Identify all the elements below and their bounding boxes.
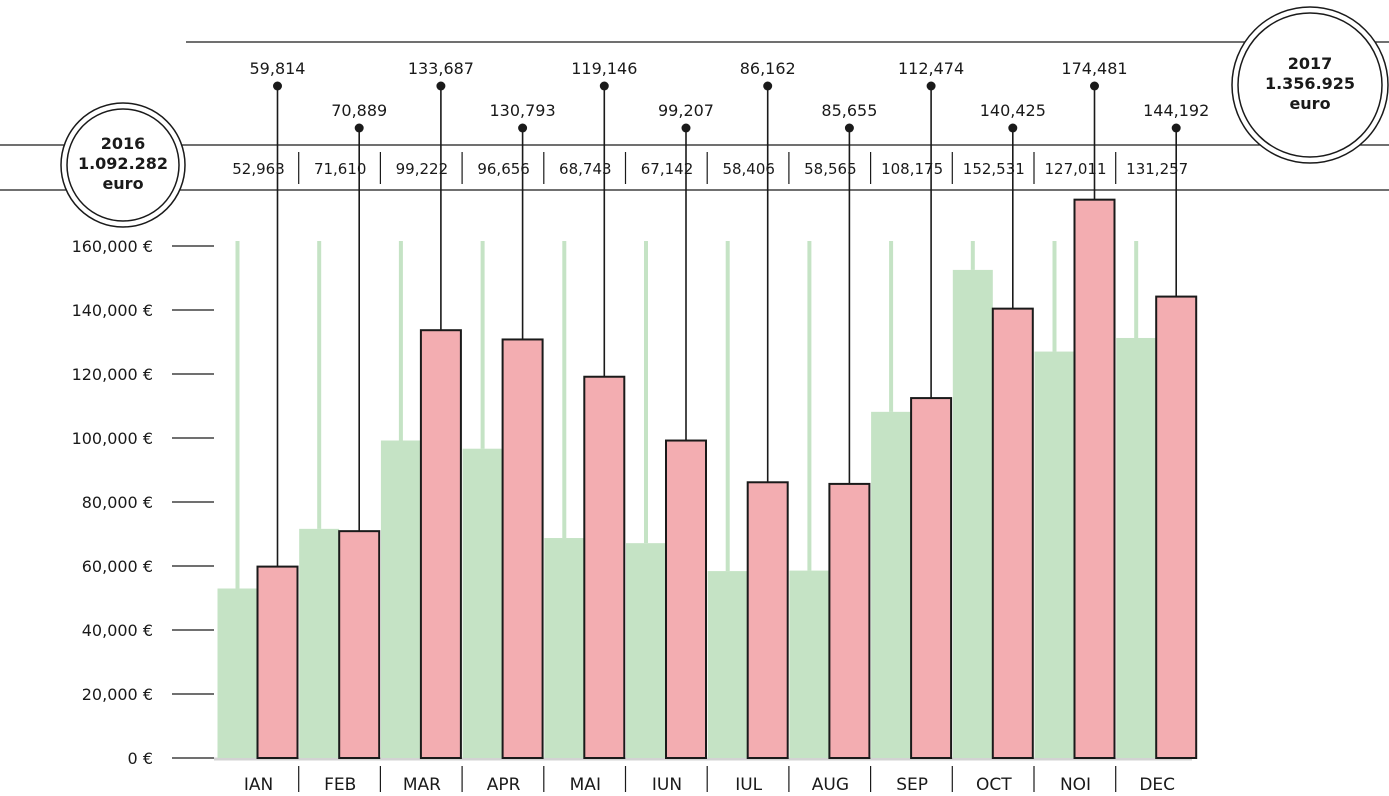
y-tick-label: 80,000 € (82, 493, 153, 512)
bar-2016 (626, 543, 666, 758)
bar-2016 (217, 588, 258, 758)
data-label-2016: 152,531 (963, 160, 1025, 178)
data-label-2017: 70,889 (331, 101, 387, 120)
data-label-2017: 140,425 (980, 101, 1046, 120)
total-badge-2017-unit: euro (1289, 94, 1330, 113)
data-label-2017: 133,687 (408, 59, 474, 78)
total-badge-2017-year: 2017 (1288, 54, 1333, 73)
data-label-2017: 86,162 (740, 59, 796, 78)
data-label-2016: 99,222 (396, 160, 449, 178)
x-tick-label: IUN (652, 775, 682, 795)
total-badge-2017-amount: 1.356.925 (1265, 74, 1355, 93)
x-tick-label: FEB (324, 775, 356, 795)
leader-dot-2017 (1171, 123, 1181, 133)
leader-dot-2017 (436, 81, 446, 91)
leader-dot-2017 (926, 81, 936, 91)
leader-dot-2017 (763, 81, 773, 91)
bar-2017 (583, 375, 626, 759)
data-label-2017: 174,481 (1061, 59, 1127, 78)
y-tick-label: 20,000 € (82, 685, 153, 704)
total-badge-2016-year: 2016 (101, 134, 146, 153)
leader-dot-2017 (844, 123, 854, 133)
bar-2017 (665, 439, 707, 759)
x-tick-label: OCT (976, 775, 1012, 795)
bar-2016 (871, 411, 912, 758)
leader-dot-2017 (354, 123, 364, 133)
data-label-2017: 112,474 (898, 59, 964, 78)
y-tick-label: 60,000 € (82, 557, 153, 576)
x-tick-label: IUL (735, 775, 762, 795)
leader-dot-2017 (599, 81, 609, 91)
x-tick-label: DEC (1139, 775, 1175, 795)
data-label-2017: 59,814 (250, 59, 306, 78)
bar-2017 (1155, 295, 1198, 759)
y-tick-label: 140,000 € (72, 301, 153, 320)
bar-2017 (338, 530, 381, 760)
x-tick-label: APR (487, 775, 521, 795)
bar-2017 (256, 565, 299, 760)
leader-dot-2017 (1008, 123, 1018, 133)
leader-dot-2017 (1090, 81, 1099, 91)
total-badge-2016-outer-ring (60, 102, 186, 228)
data-label-2016: 67,142 (641, 160, 694, 178)
data-label-2017: 144,192 (1143, 101, 1209, 120)
bar-2016 (1034, 351, 1075, 758)
data-label-2017: 99,207 (658, 101, 714, 120)
data-label-2017: 119,146 (571, 59, 637, 78)
bar-2016 (380, 440, 421, 758)
leader-dot-2017 (518, 123, 528, 133)
bar-2016 (952, 269, 993, 758)
bar-2016 (707, 571, 748, 758)
total-badge-2016-inner-ring (66, 108, 180, 222)
data-label-2016: 71,610 (314, 160, 367, 178)
total-badge-2016-amount: 1.092.282 (78, 154, 168, 173)
bar-2017 (991, 307, 1034, 759)
data-label-2016: 96,656 (477, 160, 530, 178)
data-label-2016: 68,743 (559, 160, 612, 178)
x-tick-label: IAN (244, 775, 273, 795)
bar-2016 (544, 538, 585, 758)
data-label-2016: 131,257 (1126, 160, 1188, 178)
data-label-2016: 58,565 (804, 160, 857, 178)
y-tick-label: 100,000 € (72, 429, 153, 448)
data-label-2016: 52,963 (232, 160, 285, 178)
leader-dot-2017 (273, 81, 282, 91)
bar-2016 (299, 528, 340, 758)
total-badge-2017-outer-ring (1231, 6, 1389, 164)
bar-2017 (501, 338, 544, 759)
x-tick-label: NOI (1060, 775, 1091, 795)
y-tick-label: 160,000 € (72, 237, 153, 256)
bar-2017 (419, 329, 462, 759)
leader-dot-2017 (681, 123, 691, 133)
bar-2017 (1073, 198, 1116, 759)
bar-2016 (462, 448, 503, 758)
data-label-2016: 108,175 (881, 160, 943, 178)
x-tick-label: AUG (812, 775, 849, 795)
total-badge-2017-inner-ring (1237, 12, 1383, 158)
data-label-2017: 85,655 (821, 101, 877, 120)
x-tick-label: SEP (896, 775, 928, 795)
data-label-2016: 127,011 (1044, 160, 1106, 178)
bar-2016 (789, 570, 830, 758)
y-tick-label: 120,000 € (72, 365, 153, 384)
bar-2017 (746, 481, 789, 759)
x-tick-label: MAR (403, 775, 441, 795)
bar-2017 (910, 397, 953, 759)
y-tick-label: 40,000 € (82, 621, 153, 640)
bar-2017 (828, 482, 871, 759)
data-label-2016: 58,406 (722, 160, 775, 178)
data-label-2017: 130,793 (490, 101, 556, 120)
x-tick-label: MAI (570, 775, 601, 795)
bar-2016 (1116, 337, 1157, 758)
y-tick-label: 0 € (128, 749, 153, 768)
total-badge-2016-unit: euro (102, 174, 143, 193)
